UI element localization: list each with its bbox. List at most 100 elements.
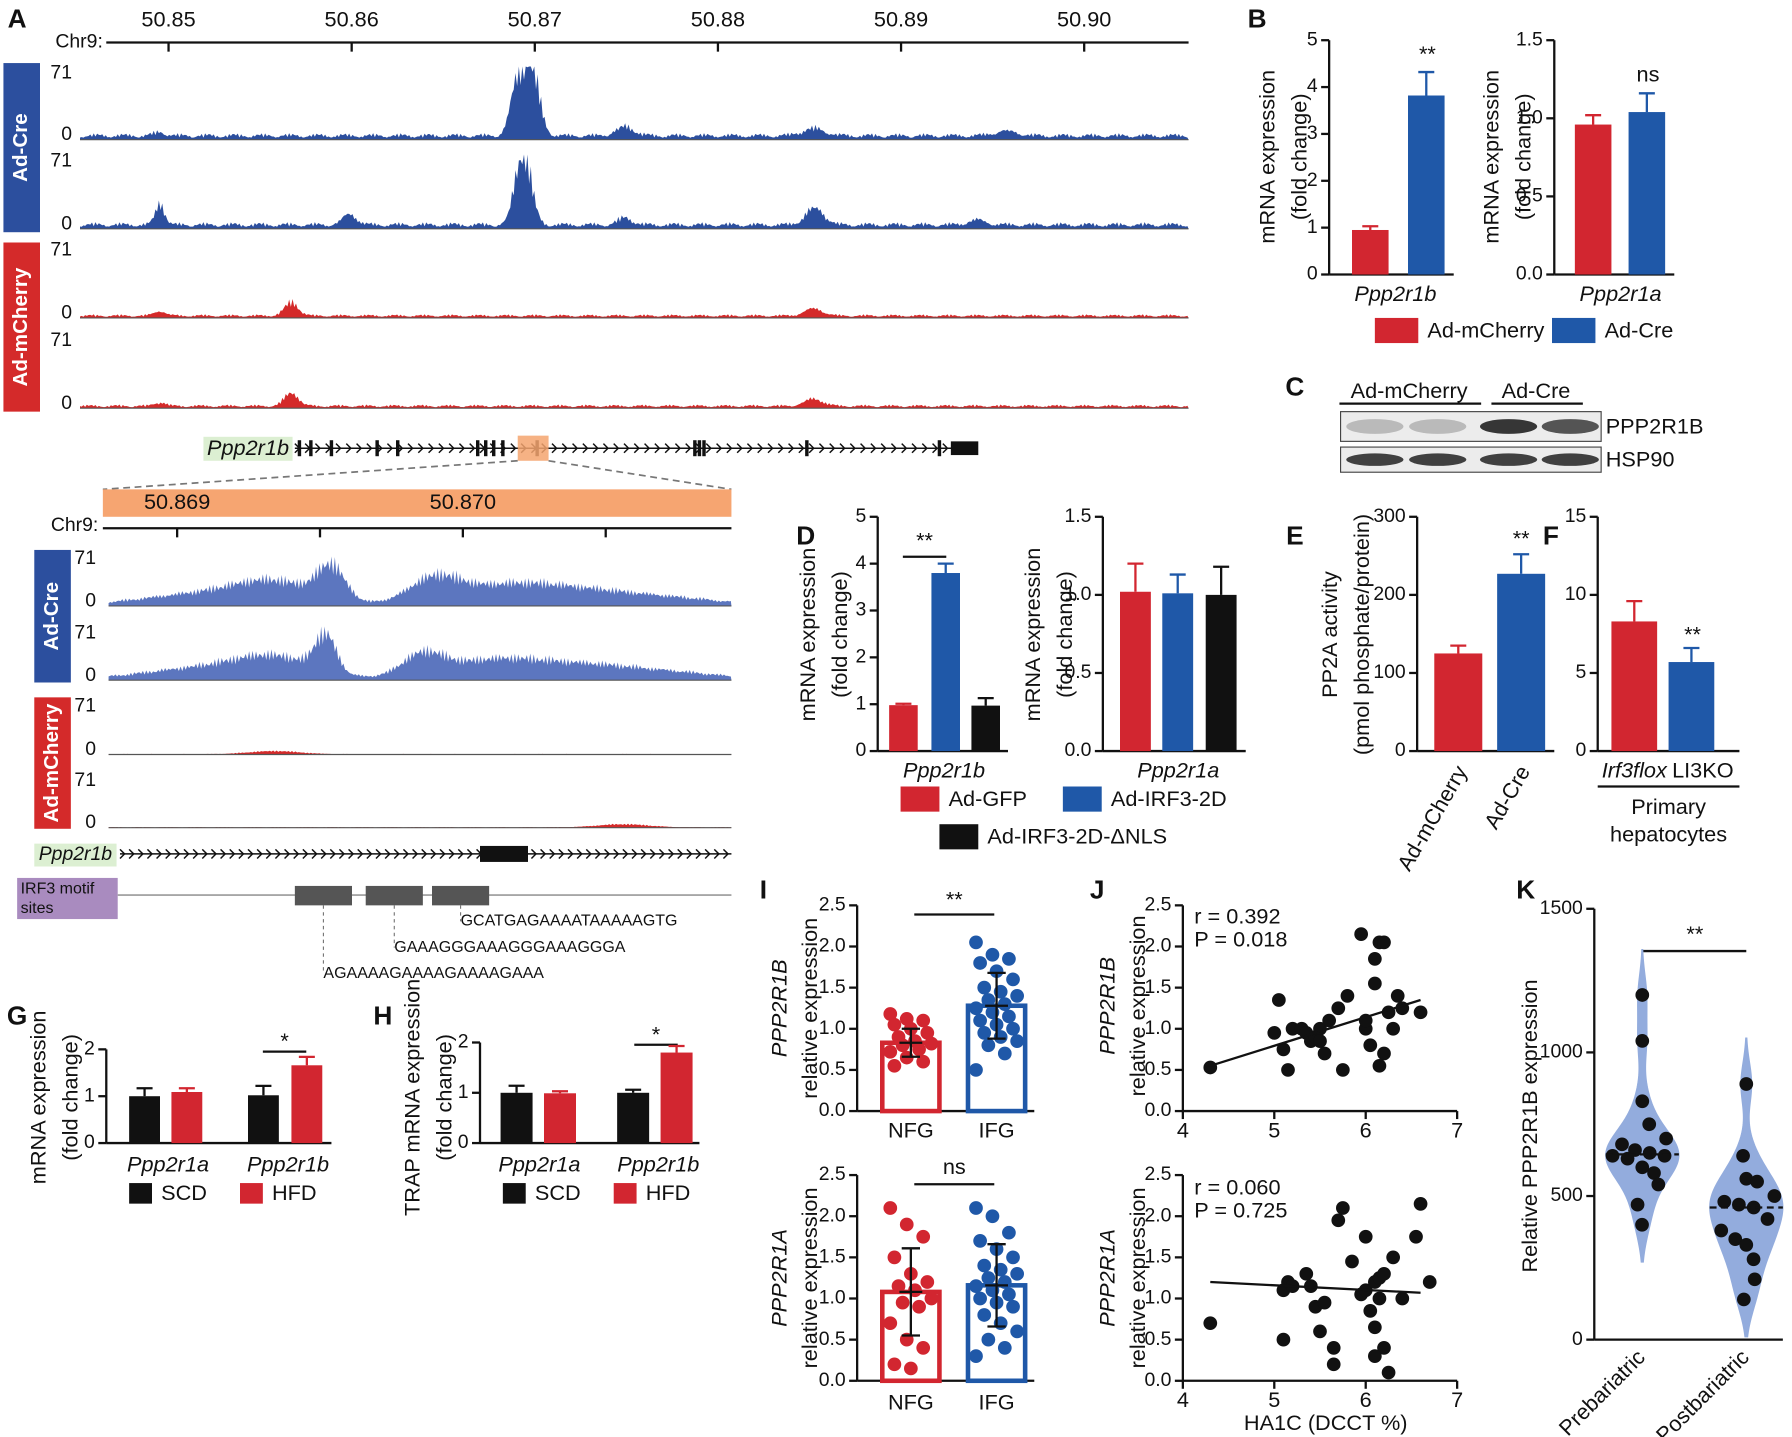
data-point (1336, 1201, 1350, 1215)
track-scale-min: 0 (61, 392, 72, 414)
x-tick-label: NFG (888, 1117, 934, 1142)
y-tick-label: 0 (84, 1131, 95, 1153)
annotation: ns (943, 1154, 966, 1179)
chrom-tick-label: 50.88 (691, 7, 745, 32)
coverage-track (108, 750, 732, 755)
data-point (1767, 1189, 1782, 1203)
x-tick-label: 7 (1451, 1387, 1463, 1412)
x-tick-label: 4 (1177, 1387, 1189, 1412)
y-tick-label: 300 (1373, 505, 1406, 527)
panel-letter: D (796, 520, 815, 550)
exon (950, 441, 979, 456)
panel-letter: C (1285, 372, 1304, 402)
y-tick-label: 2.5 (1144, 893, 1171, 915)
track-scale-max: 71 (74, 547, 96, 569)
data-point (1203, 1060, 1218, 1075)
data-point (1002, 1225, 1016, 1240)
y-tick-label: 1.5 (1144, 1245, 1171, 1267)
data-point (1010, 1324, 1024, 1339)
track-scale-max: 71 (50, 61, 72, 83)
group-box (34, 549, 71, 683)
data-point (1006, 1299, 1020, 1314)
data-point (1605, 1148, 1620, 1163)
exon (309, 440, 313, 457)
legend-swatch (613, 1183, 637, 1204)
zoom-bar (102, 489, 732, 517)
data-point (1635, 1160, 1650, 1175)
annotation: ** (1686, 921, 1703, 946)
data-point (1354, 927, 1368, 942)
y-tick-label: 100 (1373, 661, 1406, 683)
annotation: r = 0.392 (1194, 904, 1280, 929)
legend-swatch (1552, 317, 1596, 344)
y-axis-label: (fold change) (58, 1034, 83, 1161)
data-point (887, 1250, 902, 1265)
y-tick-label: 1.0 (1144, 1017, 1171, 1039)
x-tick-label: NFG (888, 1389, 934, 1414)
x-tick-label: Ppp2r1b (903, 757, 985, 782)
data-point (1651, 1177, 1666, 1192)
y-tick-label: 0 (855, 739, 866, 761)
group-box (3, 63, 41, 233)
group-label: Ad-Cre (40, 582, 63, 651)
data-point (1299, 1266, 1314, 1281)
data-point (920, 1026, 935, 1040)
data-point (899, 1217, 914, 1232)
annotation: P = 0.018 (1194, 927, 1287, 952)
x-tick-label: Ppp2r1a (1137, 757, 1219, 782)
data-point (1760, 1212, 1775, 1226)
data-point (1395, 1291, 1410, 1306)
data-point (891, 1279, 906, 1294)
panel-letter: B (1248, 4, 1267, 34)
track-scale-min: 0 (85, 811, 96, 833)
data-point (1635, 988, 1650, 1002)
y-axis-label: PPP2R1B (1094, 957, 1119, 1055)
track-scale-min: 0 (61, 212, 72, 234)
blot-strip (1339, 411, 1602, 442)
blot-band (1409, 453, 1467, 466)
data-point (1386, 1021, 1400, 1036)
x-tick-label: 4 (1177, 1117, 1189, 1142)
data-point (1313, 1324, 1327, 1339)
panel-letter: J (1090, 875, 1105, 905)
data-point (1732, 1197, 1746, 1212)
data-point (985, 947, 1000, 962)
data-point (969, 1279, 983, 1294)
data-point (1322, 1013, 1336, 1028)
bar (617, 1092, 650, 1144)
data-point (997, 1046, 1012, 1061)
y-axis-label: PPP2R1A (1094, 1229, 1119, 1327)
data-point (969, 1349, 983, 1363)
exon (702, 440, 706, 457)
data-point (1372, 1291, 1387, 1306)
data-point (973, 1291, 987, 1306)
data-point (1422, 1275, 1437, 1289)
gene-label-box (34, 843, 117, 867)
bar (889, 705, 918, 752)
panel-letter: F (1543, 520, 1559, 550)
x-tick-label: Ppp2r1b (1354, 281, 1436, 306)
bar (500, 1092, 533, 1144)
annotation: ns (1637, 61, 1660, 86)
exon (697, 440, 702, 457)
legend-swatch (1374, 317, 1419, 344)
bar (1162, 593, 1194, 752)
annotation: ** (946, 887, 963, 912)
bar (129, 1096, 160, 1144)
motif-sequence: GCATGAGAAAATAAAAAGTG (461, 913, 678, 930)
data-point (895, 1295, 910, 1310)
y-axis-label: (fold change) (1052, 571, 1077, 698)
data-point (895, 1038, 910, 1053)
data-point (1358, 1229, 1373, 1244)
data-point (924, 1036, 939, 1051)
data-point (1267, 1026, 1282, 1040)
data-point (1390, 989, 1405, 1003)
y-axis-label: (fold change) (1510, 93, 1535, 220)
fit-line (1210, 1280, 1421, 1294)
y-tick-label: 2 (84, 1037, 95, 1059)
bar (1497, 573, 1546, 752)
zoom-guide (548, 459, 732, 491)
bar (1434, 653, 1483, 752)
motif-sequence: AGAAAAGAAAAGAAAAGAAA (323, 965, 544, 982)
x-tick-label: IFG (978, 1389, 1014, 1414)
